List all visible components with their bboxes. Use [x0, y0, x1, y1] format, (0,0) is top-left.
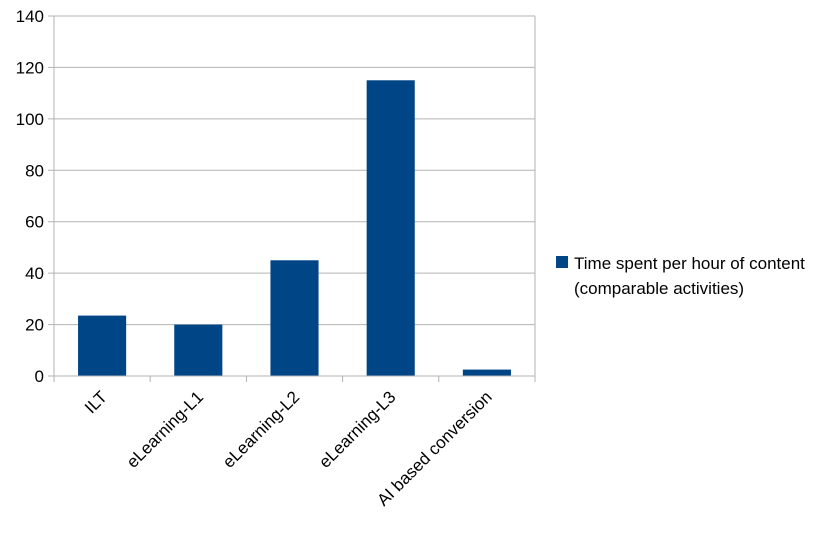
- legend-label-line-1: Time spent per hour of content: [574, 254, 805, 273]
- x-tick-label: ILT: [81, 387, 111, 417]
- y-tick-label: 100: [16, 110, 44, 129]
- y-tick-label: 60: [25, 213, 44, 232]
- y-tick-label: 80: [25, 161, 44, 180]
- bar: [174, 324, 223, 376]
- bar: [270, 260, 319, 376]
- y-tick-label: 140: [16, 7, 44, 26]
- x-tick-labels: ILT eLearning-L1 eLearning-L2 eLearning-L3A…: [81, 387, 496, 509]
- bar: [366, 80, 415, 377]
- bar: [78, 315, 127, 376]
- bars: [78, 80, 511, 377]
- x-tick-label: eLearning-L1: [123, 387, 207, 471]
- bar: [462, 369, 511, 376]
- x-tick-label: eLearning-L2: [219, 387, 303, 471]
- y-tick-label: 0: [35, 367, 44, 386]
- y-tick-label: 20: [25, 316, 44, 335]
- legend-swatch: [556, 256, 568, 268]
- axes: [48, 15, 536, 382]
- legend: Time spent per hour of content (comparab…: [556, 254, 805, 298]
- y-tick-label: 40: [25, 264, 44, 283]
- legend-label-line-2: (comparable activities): [574, 279, 744, 298]
- y-tick-label: 120: [16, 58, 44, 77]
- y-tick-labels: 0 20 40 60 80 100 120 140: [16, 7, 44, 386]
- x-tick-label: eLearning-L3: [315, 387, 399, 471]
